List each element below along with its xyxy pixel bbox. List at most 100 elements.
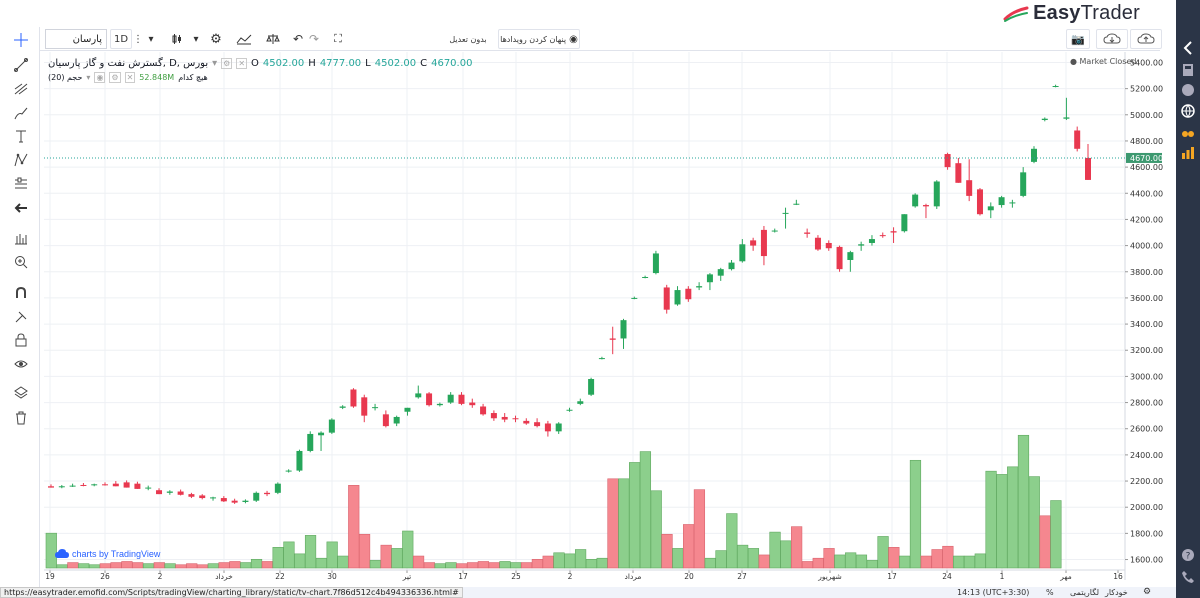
pattern-icon[interactable]	[14, 153, 28, 167]
arrow-left-icon[interactable]	[14, 201, 28, 215]
volume-bar	[963, 555, 976, 569]
auto-scale-button[interactable]: خودکار	[1105, 588, 1128, 597]
eye-icon[interactable]	[14, 357, 28, 371]
fib-icon[interactable]	[14, 82, 28, 96]
redo-icon[interactable]: ↷	[306, 29, 322, 49]
volume-settings-icon[interactable]: ⚙	[109, 71, 121, 83]
time-tick-label: 24	[942, 572, 952, 581]
magnet-icon[interactable]	[14, 286, 28, 300]
zoom-in-icon[interactable]	[14, 255, 28, 269]
legend-volume-value: 52.848M	[139, 72, 175, 82]
eye-icon: ◉	[569, 33, 578, 45]
candle-body	[976, 189, 983, 215]
volume-bar	[412, 555, 425, 569]
hide-events-button[interactable]: پنهان کردن رویدادها ◉	[498, 29, 580, 49]
candle-body	[814, 237, 821, 250]
portfolio-icon[interactable]	[1181, 83, 1195, 97]
brand-logo[interactable]: EasyTrader	[1003, 2, 1140, 25]
candle-body	[717, 269, 724, 276]
crosshair-icon[interactable]	[14, 33, 28, 47]
compare-icon[interactable]	[262, 29, 284, 49]
tradingview-watermark[interactable]: charts by TradingView	[55, 549, 160, 559]
volume-bar	[618, 478, 630, 569]
hide-events-label: پنهان کردن رویدادها	[500, 34, 567, 44]
chart-type-dropdown-icon[interactable]: ▾	[190, 29, 202, 49]
globe-icon[interactable]	[1181, 104, 1195, 118]
lock-drawings-icon[interactable]	[14, 310, 28, 324]
lock-icon[interactable]	[14, 333, 28, 347]
candle-body	[663, 287, 670, 310]
phone-icon[interactable]	[1181, 570, 1195, 584]
legend-volume-ma: هیچ کدام	[178, 72, 208, 82]
volume-bar	[661, 533, 673, 569]
candle-body	[58, 486, 65, 488]
candle-body	[469, 402, 476, 406]
volume-close-icon[interactable]: ✕	[124, 71, 136, 83]
volume-bar	[834, 554, 846, 569]
gear-icon[interactable]: ⚙	[205, 29, 227, 49]
volume-bar	[920, 555, 932, 569]
cloud-upload-icon[interactable]	[1130, 29, 1162, 49]
legend-close-label: C	[420, 57, 428, 69]
volume-bar	[402, 530, 414, 569]
indicators-icon[interactable]	[232, 29, 256, 49]
chevron-down-icon[interactable]: ▾	[144, 29, 158, 49]
candle-body	[1074, 130, 1081, 149]
candles-icon[interactable]	[166, 29, 188, 49]
right-sidebar: ?	[1176, 0, 1200, 598]
last-price-label: 4670.00	[1130, 154, 1163, 163]
cloud-download-icon[interactable]	[1096, 29, 1128, 49]
volume-eye-icon[interactable]: ◉	[94, 71, 106, 83]
candle-body	[220, 498, 227, 502]
candle-body	[588, 379, 595, 395]
volume-bar	[1017, 434, 1030, 569]
interval-button[interactable]: 1D	[110, 29, 132, 49]
undo-icon[interactable]: ↶	[290, 29, 306, 49]
trend-line-icon[interactable]	[14, 58, 28, 72]
camera-icon[interactable]: 📷	[1066, 29, 1090, 49]
price-tick-label: 3400.00	[1130, 320, 1163, 329]
binoculars-icon[interactable]	[1181, 125, 1195, 139]
candle-body	[318, 432, 325, 436]
more-intervals-icon[interactable]: ⋮	[132, 29, 144, 49]
bar-chart-icon[interactable]	[1181, 146, 1195, 160]
legend-dropdown-icon[interactable]: ▾	[212, 57, 218, 69]
candle-body	[944, 154, 951, 168]
layers-icon[interactable]	[14, 386, 28, 400]
back-arrow-icon[interactable]	[1181, 41, 1195, 55]
legend-volume-label[interactable]: حجم (20)	[48, 72, 83, 82]
trash-icon[interactable]	[14, 411, 28, 425]
percent-scale-button[interactable]: %	[1046, 588, 1054, 597]
help-icon[interactable]: ?	[1181, 548, 1195, 562]
price-tick-label: 4400.00	[1130, 189, 1163, 198]
brush-icon[interactable]	[14, 106, 28, 120]
chart-legend: گسترش نفت و گاز پارسیان, D, بورس ▾ ⚙ ✕ O…	[48, 56, 472, 84]
prediction-icon[interactable]	[14, 177, 28, 191]
log-scale-button[interactable]: لگاریتمی	[1070, 588, 1100, 597]
time-tick-label: 17	[887, 572, 897, 581]
time-readout[interactable]: 14:13 (UTC+3:30)	[957, 588, 1030, 597]
candle-body	[890, 231, 897, 233]
legend-settings-icon[interactable]: ⚙	[221, 57, 233, 69]
text-icon[interactable]	[14, 129, 28, 143]
volume-bar	[358, 533, 371, 569]
fullscreen-icon[interactable]: ⛶	[328, 29, 348, 49]
legend-symbol-title[interactable]: گسترش نفت و گاز پارسیان, D, بورس	[48, 57, 209, 69]
measure-icon[interactable]	[14, 232, 28, 246]
symbol-search-input[interactable]	[45, 29, 107, 49]
volume-bar	[758, 554, 770, 569]
candle-body	[544, 423, 551, 432]
volume-bar	[110, 562, 122, 569]
market-status-label: ● Market Closed	[1070, 57, 1137, 66]
volume-dropdown-icon[interactable]: ▾	[86, 72, 91, 82]
price-tick-label: 2600.00	[1130, 425, 1163, 434]
volume-bar	[423, 562, 435, 569]
legend-close-icon[interactable]: ✕	[236, 57, 248, 69]
calculator-icon[interactable]	[1181, 63, 1195, 77]
candle-body	[69, 485, 76, 487]
no-adjust-button[interactable]: بدون تعدیل	[440, 29, 496, 49]
settings-gear-icon[interactable]: ⚙	[1143, 587, 1152, 597]
candle-body	[750, 240, 757, 246]
price-tick-label: 4600.00	[1130, 163, 1163, 172]
